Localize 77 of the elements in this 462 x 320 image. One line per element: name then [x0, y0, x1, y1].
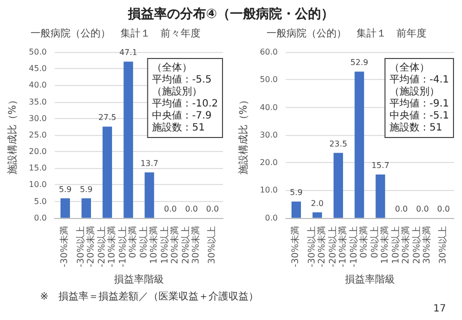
data-label: 15.7: [371, 160, 390, 170]
bar: [376, 174, 386, 218]
data-label: 0.0: [395, 204, 408, 214]
data-label: 5.9: [290, 188, 303, 198]
bar: [82, 198, 91, 218]
y-tick-label: 15.0: [28, 164, 47, 173]
text: 損益率の分布④（一般病院・公的）: [126, 6, 334, 22]
y-tick-label: 10.0: [260, 186, 278, 195]
bar: [60, 198, 70, 218]
data-label: 0.0: [164, 204, 177, 214]
text: ※ 損益率＝損益差額／（医業収益＋介護収益）: [40, 290, 258, 302]
annotation: 中央値：-5.1: [389, 110, 450, 122]
x-tick-label: 30%以上: [206, 226, 218, 264]
x-axis-title: 損益率階級: [344, 274, 395, 286]
bar: [144, 172, 154, 218]
data-label: 23.5: [329, 139, 348, 148]
y-tick-label: 20.0: [28, 147, 47, 156]
data-label: 0.0: [206, 204, 219, 214]
annotation: （施設別）平均値：-9.1: [389, 86, 450, 110]
x-tick-label: -10%以上 0%未満: [117, 226, 138, 268]
bar: [334, 152, 344, 218]
data-label: 52.9: [350, 58, 368, 68]
chart-title: 一般病院（公的） 集計１ 前々年度: [30, 28, 200, 40]
chart-title: 一般病院（公的） 集計１ 前年度: [266, 28, 426, 40]
x-tick-label: 0%以上 10%未満: [369, 226, 390, 264]
bar: [102, 126, 112, 218]
y-tick-label: 5.0: [34, 196, 47, 206]
x-tick-label: -30%以上 -20%未満: [75, 226, 96, 268]
annotation: 施設数：51: [389, 122, 442, 134]
data-label: 5.9: [58, 184, 72, 194]
y-tick-label: 0.0: [264, 213, 278, 222]
y-tick-label: 40.0: [260, 102, 278, 112]
x-tick-label: -30%未満: [59, 226, 70, 268]
data-label: 0.0: [185, 204, 198, 214]
data-label: 13.7: [140, 158, 158, 168]
x-tick-label: 0%以上 10%未満: [138, 226, 160, 264]
bar: [124, 62, 134, 218]
annotation: （全体）平均値：-5.5: [152, 62, 212, 86]
x-tick-label: 10%以上 20%未満: [390, 226, 412, 264]
y-axis-title: 施設構成比（%）: [238, 95, 250, 175]
x-tick-label: 10%以上 20%未満: [159, 226, 180, 264]
y-tick-label: 0.0: [34, 213, 47, 222]
text: 17: [433, 304, 446, 314]
data-label: 47.1: [119, 48, 138, 58]
y-tick-label: 25.0: [28, 130, 47, 140]
annotation: 中央値：-7.9: [152, 110, 212, 122]
x-tick-label: -30%未満: [290, 226, 302, 268]
data-label: 2.0: [310, 198, 324, 208]
x-tick-label: 20%以上 30%未満: [411, 226, 432, 264]
x-tick-label: -20%以上 -10%未満: [327, 226, 348, 268]
x-tick-label: -30%以上 -20%未満: [306, 226, 328, 268]
x-axis-title: 損益率階級: [114, 274, 164, 286]
y-tick-label: 30.0: [260, 130, 278, 140]
y-tick-label: 30.0: [28, 114, 47, 123]
y-tick-label: 10.0: [28, 180, 47, 190]
y-tick-label: 50.0: [28, 48, 47, 56]
y-tick-label: 50.0: [260, 75, 278, 84]
data-label: 27.5: [98, 113, 116, 122]
x-tick-label: 20%以上 30%未満: [180, 226, 202, 264]
annotation: （全体）平均値：-4.1: [389, 62, 450, 86]
y-tick-label: 35.0: [28, 97, 47, 106]
y-axis-title: 施設構成比（%）: [6, 95, 18, 175]
x-tick-label: 30%以上: [437, 226, 448, 264]
data-label: 5.9: [80, 184, 93, 194]
annotation: （施設別）平均値：-10.2: [152, 86, 218, 110]
y-tick-label: 20.0: [260, 158, 278, 168]
x-tick-label: -10%以上 0%未満: [348, 226, 370, 268]
annotation: 施設数：51: [152, 122, 205, 134]
y-tick-label: 45.0: [28, 64, 47, 74]
y-tick-label: 40.0: [28, 80, 47, 90]
x-tick-label: -20%以上 -10%未満: [96, 226, 118, 268]
bar: [291, 202, 301, 218]
bar: [354, 72, 364, 218]
bar: [312, 212, 322, 218]
data-label: 0.0: [416, 204, 429, 214]
data-label: 0.0: [437, 204, 450, 214]
y-tick-label: 60.0: [260, 48, 278, 56]
